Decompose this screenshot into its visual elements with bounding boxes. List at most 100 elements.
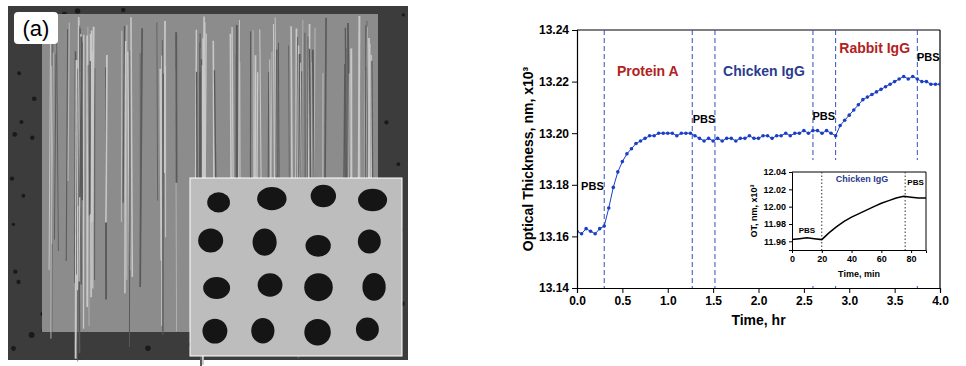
x-tick-mark	[852, 250, 853, 253]
y-tick-mark	[572, 82, 577, 83]
data-point	[602, 224, 606, 228]
x-tick-label: 0.0	[569, 294, 586, 308]
fiber	[121, 31, 123, 222]
plot-frame	[926, 172, 927, 250]
y-tick: 13.22	[539, 75, 577, 89]
y-tick: 13.18	[539, 178, 577, 192]
data-point	[598, 227, 602, 231]
x-axis-title: Time, hr	[731, 312, 786, 328]
data-line	[792, 196, 926, 239]
data-point	[934, 82, 938, 86]
data-point	[916, 77, 920, 81]
fiber	[66, 29, 67, 261]
data-point	[807, 131, 811, 135]
y-tick-label: 13.18	[539, 178, 569, 192]
image-background	[8, 6, 408, 360]
data-point	[630, 147, 634, 151]
membrane-pore	[121, 8, 125, 12]
data-point	[870, 93, 874, 97]
phase-boundary	[692, 30, 693, 288]
y-tick-mark	[572, 288, 577, 289]
pore	[311, 185, 336, 207]
y-tick-mark	[572, 236, 577, 237]
fiber	[94, 68, 95, 280]
data-point	[866, 95, 870, 99]
pore	[358, 230, 381, 254]
x-tick-label: 20	[817, 254, 827, 264]
membrane-pore	[402, 13, 405, 16]
membrane-pore	[19, 120, 23, 124]
fiber	[68, 23, 69, 181]
data-point	[906, 77, 910, 81]
annotation: Chicken IgG	[836, 174, 889, 184]
y-tick-label: 12.04	[763, 167, 786, 177]
y-tick: 11.96	[764, 237, 792, 247]
data-point	[643, 137, 647, 141]
data-point	[652, 134, 656, 138]
data-point	[770, 137, 774, 141]
x-tick: 2.0	[751, 288, 768, 308]
panel-label-background	[14, 12, 58, 44]
membrane-pore	[16, 280, 20, 284]
y-tick: 13.20	[539, 127, 577, 141]
membrane-pore	[32, 97, 36, 101]
pore	[202, 319, 227, 344]
data-point	[884, 85, 888, 89]
x-tick-label: 3.5	[887, 294, 904, 308]
fiber	[367, 21, 368, 182]
y-tick-mark	[789, 241, 792, 242]
data-point	[698, 137, 702, 141]
fiber	[92, 27, 93, 221]
y-tick-mark	[789, 207, 792, 208]
fiber	[159, 69, 162, 261]
figure: (a)0.00.51.01.52.02.53.03.54.013.1413.16…	[0, 0, 966, 366]
pore	[257, 187, 286, 210]
y-tick-label: 13.16	[539, 230, 569, 244]
x-tick: 3.5	[887, 288, 904, 308]
pore	[304, 273, 333, 301]
membrane-pore	[17, 71, 21, 75]
data-point	[938, 82, 940, 86]
y-tick-label: 11.98	[764, 219, 786, 229]
pore	[251, 318, 274, 343]
fiber	[88, 27, 89, 326]
data-point	[716, 137, 720, 141]
data-point	[825, 129, 829, 133]
y-tick-label: 13.22	[539, 75, 569, 89]
annotation: PBS	[799, 226, 816, 235]
x-tick-mark	[940, 288, 941, 293]
pore	[304, 319, 330, 345]
data-point	[857, 103, 861, 107]
x-tick: 1.5	[705, 288, 722, 308]
image-inset	[190, 178, 402, 356]
data-point	[875, 90, 879, 94]
y-tick-mark	[572, 30, 577, 31]
x-tick-label: 3.0	[841, 294, 858, 308]
data-point	[925, 80, 929, 84]
x-axis: 020406080	[790, 250, 927, 264]
fiber	[162, 73, 164, 334]
y-axis-line	[789, 173, 793, 251]
x-tick-mark	[713, 288, 714, 293]
pore	[306, 235, 331, 257]
x-tick-label: 2.0	[751, 294, 768, 308]
x-tick: 0.0	[569, 288, 586, 308]
plot-area	[577, 30, 940, 288]
data-point	[648, 134, 652, 138]
data-point	[766, 134, 770, 138]
data-point	[798, 131, 802, 135]
fiber	[123, 26, 124, 203]
data-point	[834, 134, 838, 138]
data-point	[639, 139, 643, 143]
data-point	[784, 131, 788, 135]
data-point	[893, 80, 897, 84]
data-point	[589, 229, 593, 233]
membrane-pore	[145, 345, 150, 350]
y-tick: 13.16	[539, 230, 577, 244]
fiber-block	[42, 14, 378, 332]
x-tick-mark	[759, 288, 760, 293]
data-point	[929, 82, 933, 86]
annotation: PBS	[693, 113, 716, 125]
membrane-pore	[12, 132, 17, 137]
data-point	[670, 131, 674, 135]
